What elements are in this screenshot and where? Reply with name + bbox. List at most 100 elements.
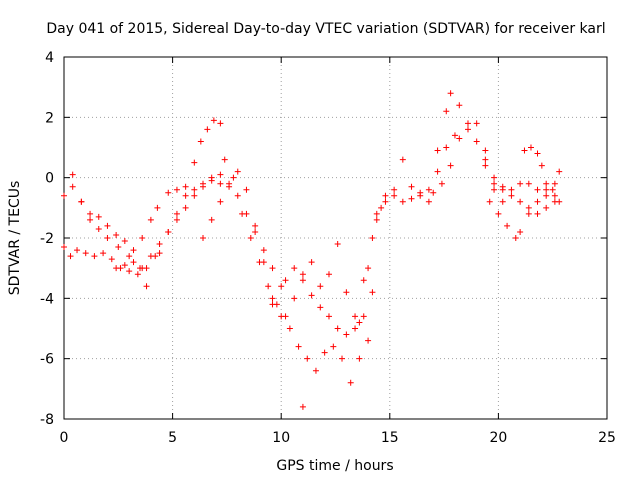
data-point [156, 250, 163, 257]
data-point [369, 289, 376, 296]
data-point [369, 235, 376, 241]
data-point [551, 180, 558, 187]
data-point [286, 325, 293, 332]
x-tick-label: 5 [168, 430, 177, 446]
data-point [365, 265, 372, 272]
data-point [360, 277, 367, 284]
data-point [339, 355, 346, 362]
x-tick-label: 0 [60, 430, 69, 446]
data-point [221, 156, 228, 163]
data-point [234, 192, 241, 199]
data-point [321, 349, 328, 356]
data-point [82, 250, 89, 257]
data-point [104, 222, 111, 229]
data-point [182, 192, 189, 199]
data-point [252, 222, 259, 229]
series-sat-l [373, 90, 506, 223]
data-point [165, 228, 172, 235]
data-point [517, 180, 524, 187]
data-point [87, 210, 94, 217]
data-point [299, 277, 306, 284]
plot-frame [63, 56, 608, 420]
data-point [191, 186, 198, 193]
data-point [108, 256, 115, 263]
data-point [95, 213, 102, 220]
y-tick-label: -8 [40, 412, 54, 428]
data-point [200, 180, 207, 187]
data-point [317, 304, 324, 311]
data-point [217, 180, 224, 187]
data-point [208, 216, 215, 223]
data-point [556, 198, 563, 205]
data-point [430, 189, 437, 196]
data-point [451, 132, 458, 139]
data-point [534, 186, 541, 193]
data-point [154, 204, 161, 211]
data-point [165, 189, 172, 196]
series-sat-p [482, 162, 558, 217]
series-sat-a [61, 183, 161, 254]
data-point [473, 138, 480, 145]
data-point [347, 379, 354, 386]
data-point [443, 144, 450, 151]
x-tick-label: 15 [381, 430, 399, 446]
data-point [210, 117, 217, 124]
data-point [399, 156, 406, 163]
data-point [382, 198, 389, 205]
data-point [269, 295, 276, 302]
data-point [208, 174, 215, 181]
data-point [517, 198, 524, 205]
data-point [382, 192, 389, 199]
data-point [425, 198, 432, 205]
data-point [67, 253, 74, 260]
data-point [121, 238, 128, 245]
data-point [391, 186, 398, 193]
series-sat-n [486, 180, 563, 241]
data-point [399, 198, 406, 205]
data-point [508, 192, 515, 199]
data-point [126, 268, 133, 275]
data-point [538, 162, 545, 169]
data-point [417, 192, 424, 199]
chart-title: Day 041 of 2015, Sidereal Day-to-day VTE… [46, 21, 605, 37]
data-point [143, 283, 150, 290]
data-point [139, 235, 146, 241]
data-point [113, 231, 120, 238]
data-point [447, 162, 454, 169]
data-point [543, 204, 550, 211]
data-point [299, 403, 306, 410]
data-point [486, 198, 493, 205]
data-point [456, 135, 463, 142]
data-point [191, 192, 198, 199]
data-point [104, 235, 111, 241]
x-axis-label: GPS time / hours [276, 458, 393, 474]
data-point [252, 228, 259, 235]
data-point [113, 265, 120, 272]
y-tick-label: -4 [40, 291, 54, 307]
data-point [495, 210, 502, 217]
data-point [100, 250, 107, 257]
data-point [130, 247, 137, 254]
data-point [230, 174, 237, 181]
data-point [87, 216, 94, 223]
data-point [173, 216, 180, 223]
data-point [147, 216, 154, 223]
data-point [278, 283, 285, 290]
data-point [234, 168, 241, 175]
data-point [61, 192, 67, 199]
data-point [115, 244, 122, 251]
series-sat-o [521, 144, 563, 193]
data-point [464, 126, 471, 133]
data-point [491, 180, 498, 187]
data-point [543, 180, 550, 187]
y-tick-label: -2 [40, 231, 54, 247]
grid-lines [64, 57, 607, 419]
data-point [434, 168, 441, 175]
data-point [260, 247, 267, 254]
data-point [352, 313, 359, 320]
data-point [482, 162, 489, 169]
y-tick-label: 4 [45, 50, 54, 66]
data-point [239, 210, 246, 217]
axis-ticks [63, 56, 608, 420]
